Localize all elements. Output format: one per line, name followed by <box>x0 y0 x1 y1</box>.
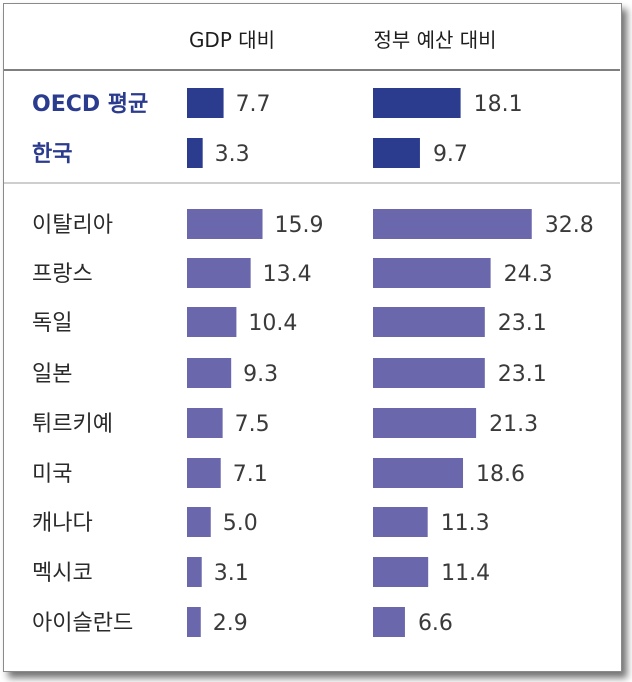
gdp-value-label: 5.0 <box>223 511 258 536</box>
budget-value-label: 21.3 <box>489 412 538 437</box>
gdp-bar <box>187 557 202 587</box>
budget-bar <box>373 607 405 637</box>
budget-bar <box>373 358 485 388</box>
budget-value-label: 24.3 <box>504 262 553 287</box>
category-label: 한국 <box>32 142 72 167</box>
gdp-bar <box>187 209 263 239</box>
gdp-bar <box>187 607 201 637</box>
budget-bar <box>373 557 429 587</box>
budget-bar <box>373 408 477 438</box>
gdp-bar <box>187 258 251 288</box>
budget-value-label: 11.4 <box>441 561 490 586</box>
gdp-value-label: 3.3 <box>215 142 250 167</box>
gdp-value-label: 13.4 <box>263 262 312 287</box>
category-label: 이탈리아 <box>32 213 113 238</box>
header-budget: 정부 예산 대비 <box>373 28 496 52</box>
budget-value-label: 23.1 <box>498 362 547 387</box>
category-label: 미국 <box>32 462 72 487</box>
budget-value-label: 11.3 <box>441 511 490 536</box>
chart-frame <box>3 3 622 672</box>
gdp-value-label: 15.9 <box>275 213 324 238</box>
budget-value-label: 18.6 <box>476 462 525 487</box>
budget-bar <box>373 209 532 239</box>
gdp-bar <box>187 138 203 168</box>
budget-bar <box>373 458 464 488</box>
budget-bar <box>373 258 491 288</box>
category-label: 일본 <box>32 362 72 387</box>
bar-rows: OECD 평균 7.7 18.1 한국 3.3 9.7 이탈리아 15.9 32.8 프랑스 13.… <box>32 88 594 637</box>
gdp-value-label: 9.3 <box>243 362 278 387</box>
budget-bar <box>373 307 485 337</box>
gdp-value-label: 7.5 <box>235 412 270 437</box>
header-gdp: GDP 대비 <box>189 28 275 52</box>
gdp-bar <box>187 358 232 388</box>
gdp-value-label: 2.9 <box>213 611 248 636</box>
category-label: 아이슬란드 <box>32 611 133 636</box>
gdp-value-label: 7.7 <box>236 92 271 117</box>
budget-bar <box>373 507 428 537</box>
gdp-bar <box>187 307 237 337</box>
budget-value-label: 9.7 <box>433 142 468 167</box>
gdp-bar <box>187 458 221 488</box>
gdp-value-label: 3.1 <box>214 561 249 586</box>
category-label: 튀르키예 <box>32 412 113 437</box>
category-label: OECD 평균 <box>32 92 148 117</box>
budget-value-label: 18.1 <box>474 92 523 117</box>
category-label: 캐나다 <box>32 511 93 536</box>
budget-value-label: 32.8 <box>545 213 594 238</box>
budget-bar <box>373 138 420 168</box>
gdp-value-label: 7.1 <box>233 462 268 487</box>
category-label: 독일 <box>32 311 72 336</box>
gdp-bar <box>187 507 211 537</box>
budget-bar <box>373 88 461 118</box>
gdp-bar <box>187 408 223 438</box>
category-label: 프랑스 <box>32 262 93 287</box>
category-label: 멕시코 <box>32 561 93 586</box>
gdp-bar <box>187 88 224 118</box>
budget-value-label: 6.6 <box>418 611 453 636</box>
gdp-value-label: 10.4 <box>248 311 297 336</box>
budget-value-label: 23.1 <box>498 311 547 336</box>
